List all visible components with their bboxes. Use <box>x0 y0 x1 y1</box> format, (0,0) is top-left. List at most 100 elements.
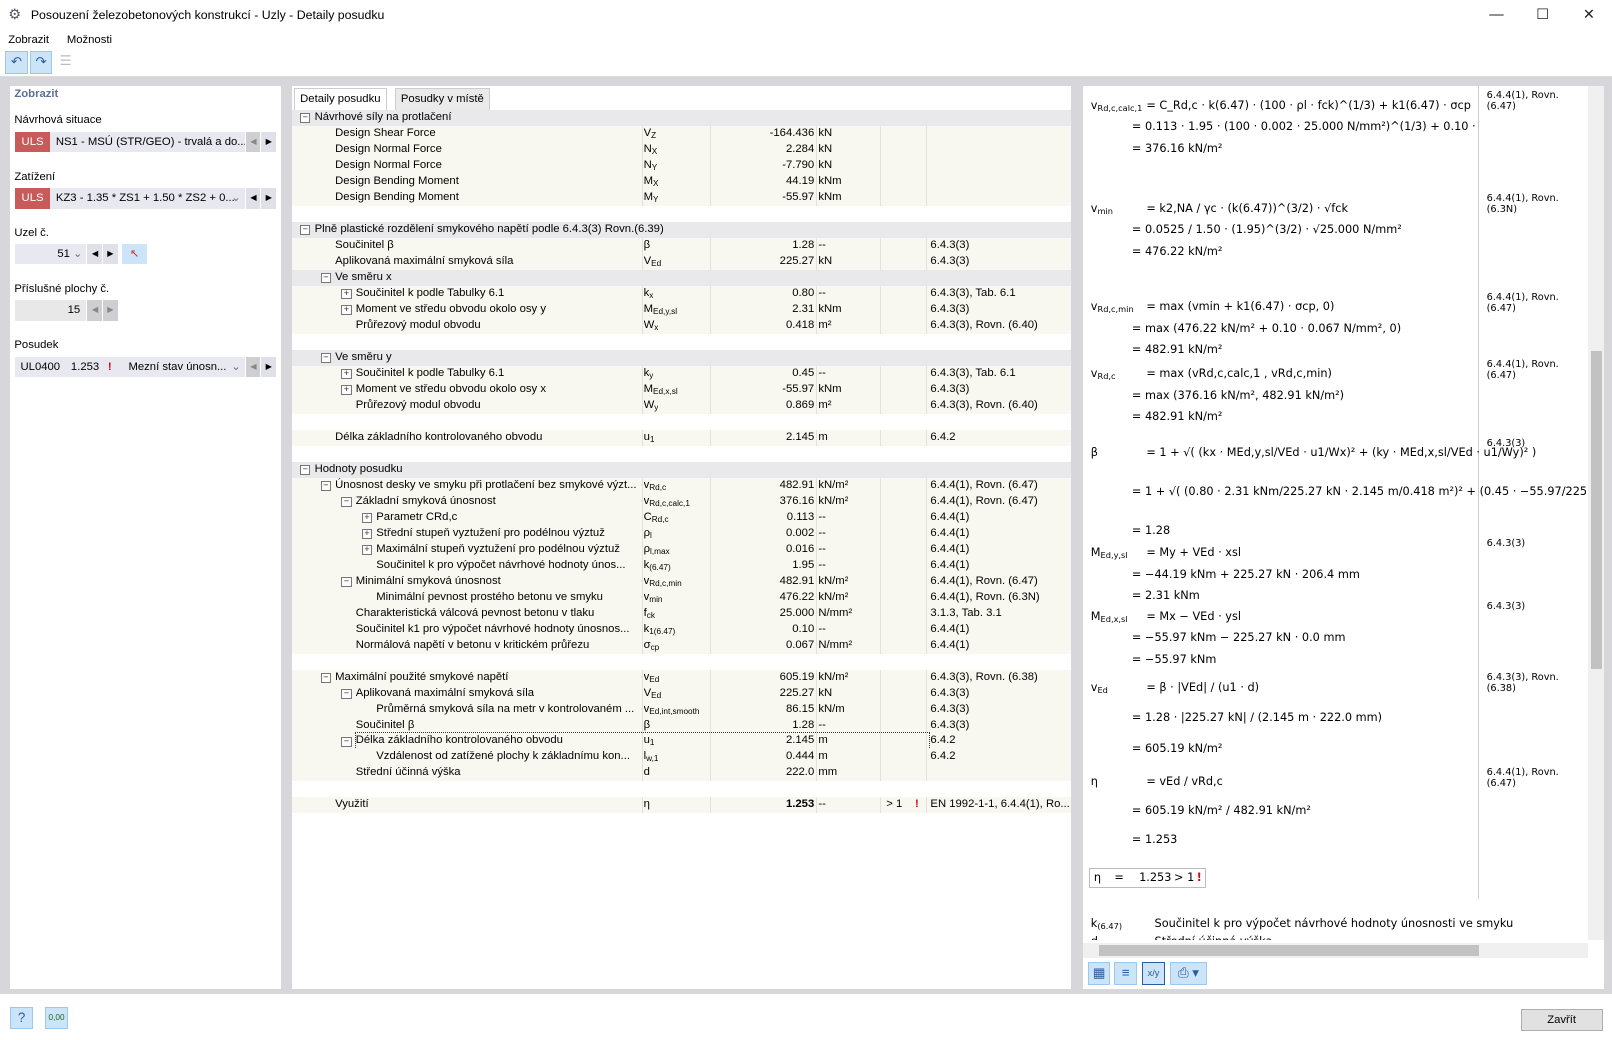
check-select[interactable]: UL0400 1.253 ! Mezní stav únosn... ⌄ ◀ ▶ <box>15 356 277 378</box>
table-row[interactable]: + Moment ve středu obvodu okolo osy x MEd,… <box>291 381 1072 398</box>
table-row[interactable]: Součinitel k1 pro výpočet návrhové hodno… <box>291 621 1072 638</box>
collapse-icon[interactable]: − <box>341 576 352 587</box>
tree-group-row[interactable]: − Plně plastické rozdělení smykového napě… <box>291 221 1072 238</box>
table-row[interactable]: Průměrná smyková síla na metr v kontrolo… <box>291 701 1072 718</box>
expand-icon[interactable]: + <box>361 512 373 523</box>
table-row[interactable]: Součinitel β β 1.28 -- 6.4.3(3) <box>291 237 1072 254</box>
table-row[interactable]: Charakteristická válcová pevnost betonu … <box>291 605 1072 622</box>
column-separator <box>710 381 712 398</box>
close-window-button[interactable]: ✕ <box>1582 7 1595 23</box>
fraction-icon[interactable]: x/y <box>1142 962 1165 985</box>
table-row[interactable]: Design Bending Moment MY -55.97 kNm <box>291 189 1072 206</box>
menu-moznosti[interactable]: Možnosti <box>66 33 113 46</box>
decimal-places-icon[interactable]: 0,00 <box>45 1006 68 1030</box>
pick-node-icon[interactable]: ↖ <box>122 243 147 265</box>
table-row[interactable]: Aplikovaná maximální smyková síla VEd 225.… <box>291 253 1072 270</box>
table-row[interactable]: − Minimální smyková únosnost vRd,c,min 482.… <box>291 573 1072 590</box>
tab-posudky-v-miste[interactable]: Posudky v místě <box>394 88 490 110</box>
print-icon[interactable]: ⎙ ▾ <box>1169 962 1207 985</box>
table-row[interactable]: + Střední stupeň vyztužení pro podélnou v… <box>291 525 1072 542</box>
table-row[interactable]: Vzdálenost od zatížené plochy k základní… <box>291 749 1072 766</box>
table-row[interactable]: − Základní smyková únosnost vRd,c,calc,1 37… <box>291 493 1072 510</box>
node-select[interactable]: 51 ⌄ ◀ ▶ <box>15 243 119 265</box>
table-row[interactable]: Normálová napětí v betonu v kritickém pr… <box>291 637 1072 654</box>
tree-group-row[interactable]: − Ve směru y <box>291 349 1072 366</box>
maximize-button[interactable]: ☐ <box>1536 7 1550 23</box>
surfaces-field[interactable]: 15 ◀ ▶ <box>15 300 119 321</box>
loading-select[interactable]: ULS KZ3 - 1.35 * ZS1 + 1.50 * ZS2 + 0... … <box>15 188 277 209</box>
table-row[interactable]: + Maximální stupeň vyztužení pro podélnou… <box>291 541 1072 558</box>
table-row[interactable]: + Parametr CRd,c CRd,c 0.113 -- 6.4.4(1) <box>291 509 1072 526</box>
horizontal-scrollbar[interactable] <box>1082 942 1589 959</box>
numbering-icon[interactable]: ≡ <box>1114 962 1138 985</box>
collapse-icon[interactable]: − <box>300 112 311 124</box>
table-row[interactable]: Minimální pevnost prostého betonu ve smy… <box>291 589 1072 606</box>
next-arrow-icon[interactable]: ▶ <box>260 131 277 153</box>
table-row[interactable]: Design Normal Force NX 2.284 kN <box>291 141 1072 158</box>
next-arrow-icon[interactable]: ▶ <box>260 356 277 378</box>
tree-group-row[interactable]: − Ve směru x <box>291 269 1072 286</box>
tree-view-icon[interactable]: ☰ <box>59 53 72 69</box>
collapse-icon[interactable]: − <box>320 272 331 284</box>
table-row[interactable]: − Aplikovaná maximální smyková síla VEd 225… <box>291 685 1072 702</box>
prev-arrow-icon[interactable]: ◀ <box>86 300 103 321</box>
table-row[interactable]: + Součinitel k podle Tabulky 6.1 kx 0.80 -- 6… <box>291 285 1072 302</box>
menu-zobrazit[interactable]: Zobrazit <box>8 33 50 46</box>
expand-icon[interactable]: + <box>341 304 352 316</box>
column-separator <box>641 365 643 382</box>
next-arrow-icon[interactable]: ▶ <box>260 188 277 209</box>
prev-arrow-icon[interactable]: ◀ <box>244 356 262 378</box>
table-row[interactable]: + Součinitel k podle Tabulky 6.1 ky 0.45 -- 6… <box>291 365 1072 382</box>
scroll-thumb[interactable] <box>1099 944 1480 957</box>
collapse-icon[interactable]: − <box>320 672 331 683</box>
table-row[interactable]: Střední účinná výška d 222.0 mm <box>291 765 1072 782</box>
table-row[interactable]: Design Shear Force VZ -164.436 kN <box>291 125 1072 142</box>
tab-detaily-posudku[interactable]: Detaily posudku <box>294 88 387 110</box>
prev-arrow-icon[interactable]: ◀ <box>86 243 103 265</box>
tree-group-row[interactable]: − Hodnoty posudku <box>291 461 1072 478</box>
close-button[interactable]: Zavřít <box>1520 1008 1603 1032</box>
expand-icon[interactable]: + <box>341 288 352 300</box>
prev-arrow-icon[interactable]: ◀ <box>244 131 262 153</box>
table-row[interactable]: − Maximální použité smykové napětí vEd 605.… <box>291 669 1072 686</box>
collapse-icon[interactable]: − <box>320 352 331 364</box>
minimize-button[interactable]: — <box>1489 7 1504 23</box>
row-reference: 6.4.4(1) <box>930 622 970 635</box>
expand-icon[interactable]: + <box>361 544 373 555</box>
table-row[interactable]: Délka základního kontrolovaného obvodu u1… <box>291 429 1072 446</box>
expand-icon[interactable]: + <box>341 384 352 396</box>
table-row[interactable]: − Únosnost desky ve smyku při protlačení … <box>291 477 1072 494</box>
vertical-scrollbar[interactable] <box>1588 86 1604 940</box>
table-row[interactable]: − Délka základního kontrolovaného obvodu u… <box>291 732 1072 751</box>
help-icon[interactable]: ? <box>10 1006 33 1030</box>
expand-icon[interactable]: + <box>341 368 352 380</box>
collapse-icon[interactable]: − <box>341 688 352 699</box>
collapse-icon[interactable]: − <box>341 736 352 747</box>
scroll-thumb[interactable] <box>1591 350 1602 670</box>
expand-icon[interactable]: + <box>361 528 373 539</box>
tree-group-row[interactable]: − Návrhové síly na protlačení <box>291 110 1072 126</box>
table-row[interactable]: Využití η 1.253 -- > 1! EN 1992-1-1, 6.4.4(1)… <box>291 797 1072 814</box>
next-arrow-icon[interactable]: ▶ <box>101 243 119 265</box>
select-previous-icon[interactable]: ↶ <box>5 51 28 74</box>
table-row[interactable]: Součinitel β β 1.28 -- 6.4.3(3) <box>291 717 1072 734</box>
table-row[interactable]: + Moment ve středu obvodu okolo osy y MEd,… <box>291 301 1072 318</box>
next-arrow-icon[interactable]: ▶ <box>101 300 119 321</box>
chevron-down-icon[interactable]: ⌄ <box>231 192 241 205</box>
collapse-icon[interactable]: − <box>341 496 352 507</box>
table-row[interactable]: Průřezový modul obvodu Wy 0.869 m² 6.4.3(3),… <box>291 397 1072 414</box>
table-row[interactable]: Součinitel k pro výpočet návrhové hodnot… <box>291 557 1072 574</box>
collapse-icon[interactable]: − <box>300 464 311 475</box>
table-row[interactable]: Design Normal Force NY -7.790 kN <box>291 157 1072 174</box>
table-row[interactable]: Design Bending Moment MX 44.19 kNm <box>291 173 1072 190</box>
export-icon[interactable]: ▦ <box>1087 962 1111 985</box>
chevron-down-icon[interactable]: ⌄ <box>72 247 83 260</box>
prev-arrow-icon[interactable]: ◀ <box>244 188 262 209</box>
select-next-icon[interactable]: ↷ <box>29 51 53 74</box>
table-row[interactable]: Průřezový modul obvodu Wx 0.418 m² 6.4.3(3),… <box>291 317 1072 334</box>
column-separator <box>816 125 818 142</box>
design-situation-select[interactable]: ULS NS1 - MSÚ (STR/GEO) - trvalá a do... … <box>15 131 277 153</box>
chevron-down-icon[interactable]: ⌄ <box>231 360 241 373</box>
collapse-icon[interactable]: − <box>300 224 311 236</box>
collapse-icon[interactable]: − <box>320 480 331 491</box>
